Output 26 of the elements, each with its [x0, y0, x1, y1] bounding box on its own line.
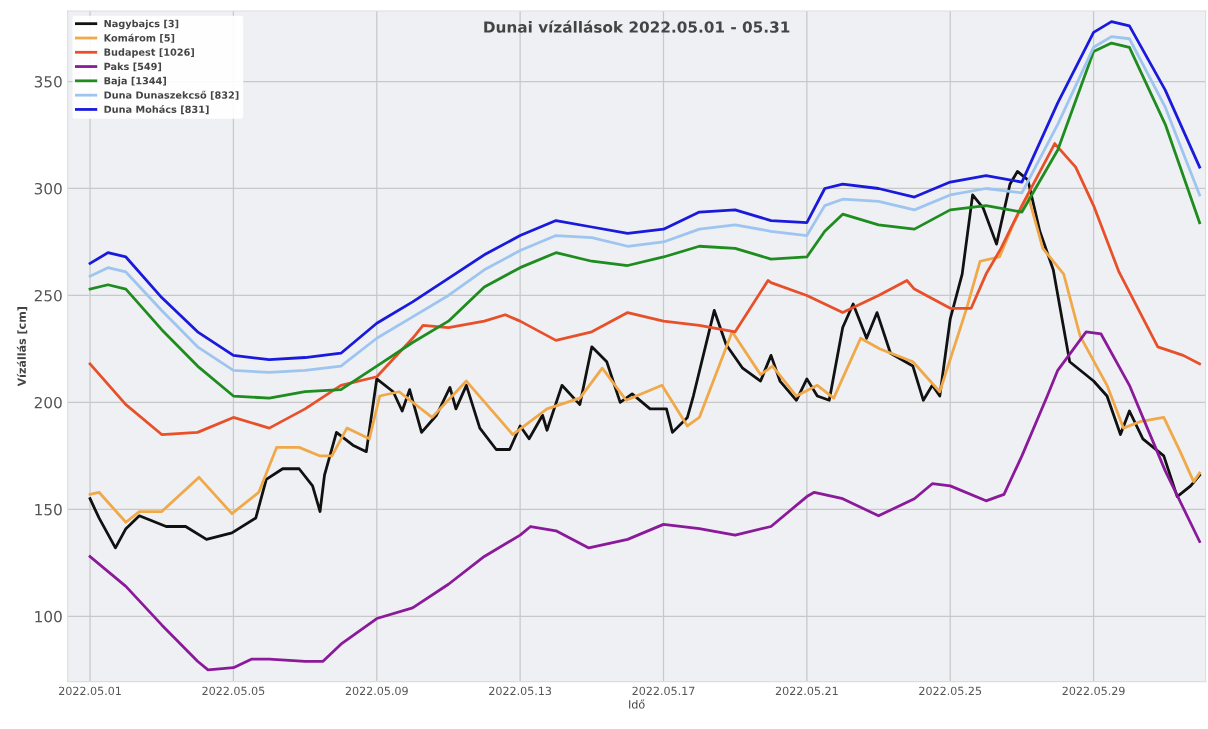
x-tick-label: 2022.05.29	[1062, 686, 1125, 696]
x-tick-label: 2022.05.21	[775, 686, 838, 696]
legend-label: Budapest [1026]	[104, 48, 194, 58]
y-tick-label: 250	[34, 289, 62, 302]
y-tick-label: 100	[35, 610, 62, 623]
x-tick-label: 2022.05.17	[632, 686, 695, 696]
x-axis-title: Idő	[629, 699, 645, 709]
legend-label: Baja [1344]	[104, 76, 166, 87]
y-tick-label: 300	[34, 182, 62, 195]
x-tick-label: 2022.05.13	[489, 686, 552, 696]
x-tick-label: 2022.05.25	[919, 686, 982, 696]
y-axis-title: Vízállás [cm]	[16, 307, 28, 387]
x-tick-label: 2022.05.05	[202, 686, 265, 696]
legend-label: Duna Mohács [831]	[104, 105, 209, 115]
y-tick-label: 350	[34, 76, 62, 88]
x-tick-label: 2022.05.01	[59, 686, 121, 696]
y-tick-label: 150	[35, 503, 62, 516]
legend-label: Nagybajcs [3]	[104, 19, 179, 30]
y-tick-label: 200	[34, 396, 62, 409]
text: Dunai vízállások 2022.05.01 - 05.31	[484, 20, 790, 33]
line-series	[88, 330, 1201, 672]
line-series	[88, 142, 1201, 436]
legend-label: Komárom [5]	[104, 33, 175, 43]
legend-label: Paks [549]	[104, 62, 162, 72]
legend-label: Duna Dunaszekcső [832]	[104, 90, 239, 100]
x-tick-label: 2022.05.09	[345, 686, 408, 696]
